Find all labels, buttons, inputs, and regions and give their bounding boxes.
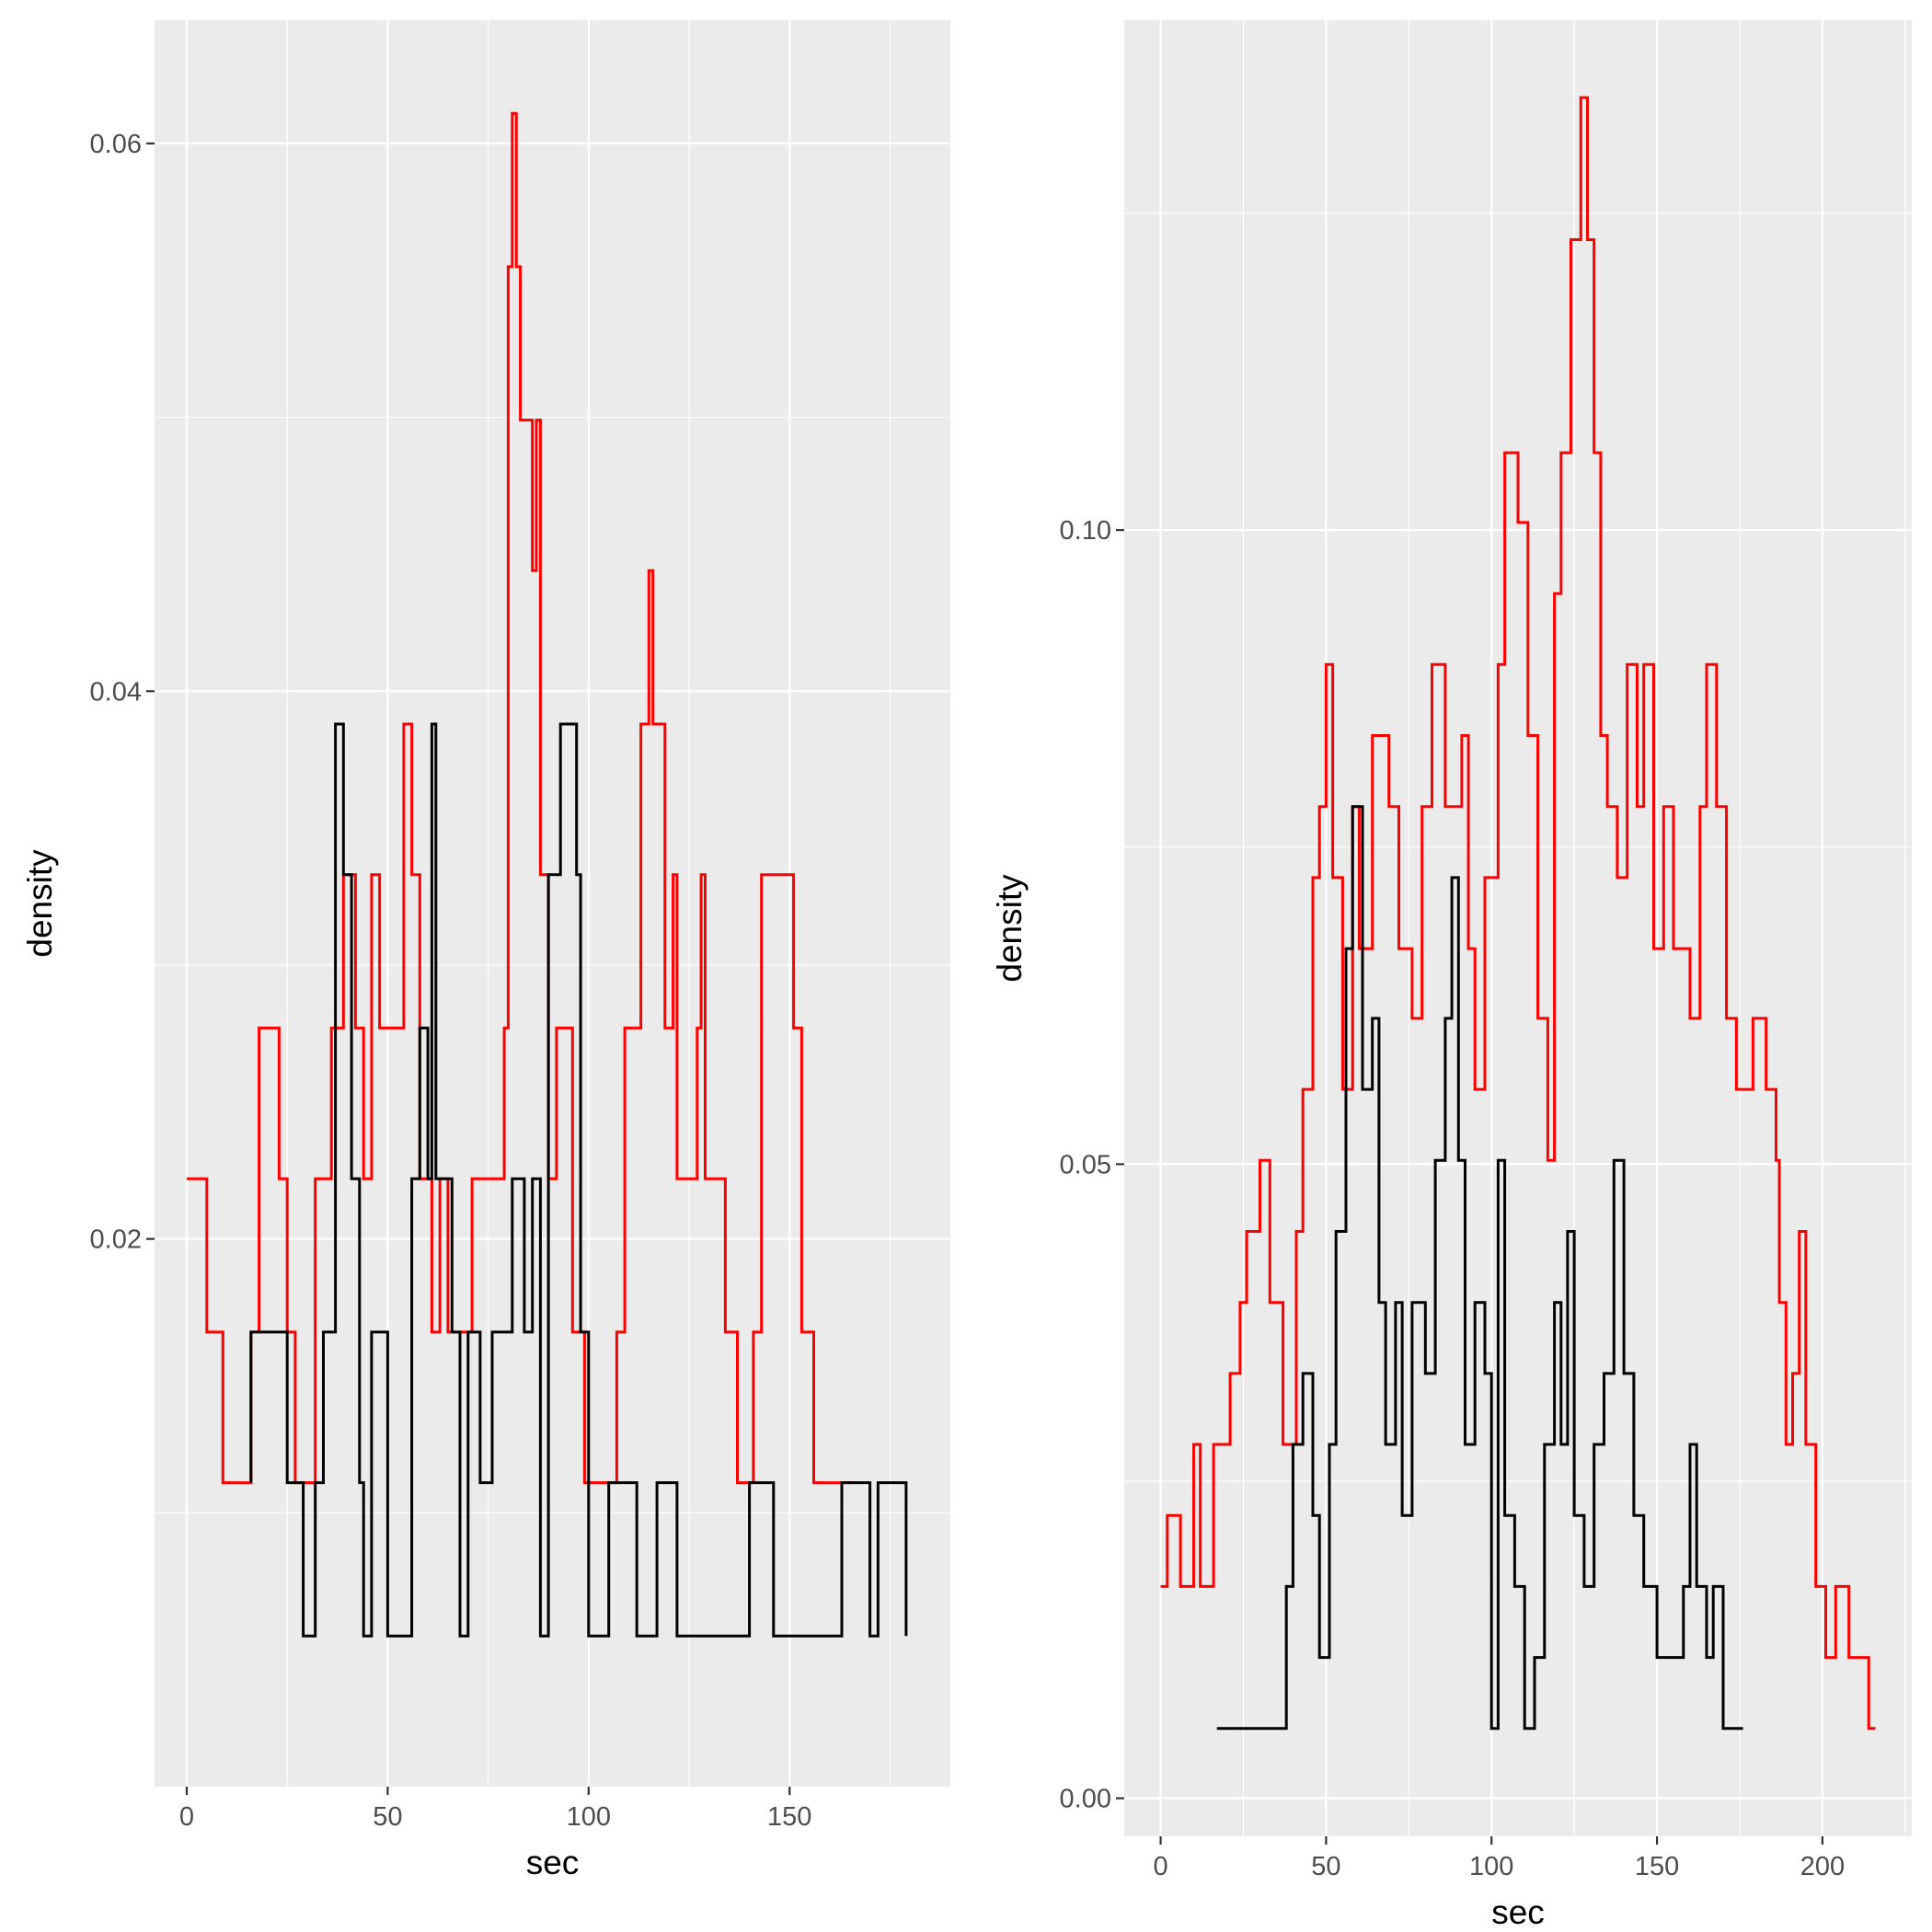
x-tick-label: 0 [179, 1802, 194, 1832]
panel-1: 0 50 100 150 0.02 0.04 0.06 sec density [21, 20, 950, 1881]
y-tick-label: 0.04 [90, 677, 142, 707]
panel-background [155, 20, 950, 1787]
x-tick-label: 100 [1469, 1852, 1513, 1881]
x-tick-label: 50 [373, 1802, 402, 1832]
y-axis-title: density [991, 874, 1029, 983]
y-tick-label: 0.06 [90, 130, 142, 159]
y-tick-label: 0.10 [1060, 516, 1111, 546]
x-tick-label: 200 [1800, 1852, 1845, 1881]
series-line-red [186, 111, 855, 1485]
x-axis-title: sec [1491, 1893, 1545, 1931]
y-tick-label: 0.02 [90, 1225, 142, 1255]
y-tick-label: 0.05 [1060, 1150, 1111, 1179]
y-tick-label: 0.00 [1060, 1785, 1111, 1814]
x-tick-label: 50 [1311, 1852, 1340, 1881]
panel-background [1124, 20, 1912, 1836]
x-tick-label: 0 [1153, 1852, 1167, 1881]
series-line-black [1216, 805, 1743, 1731]
series-line-black [249, 722, 908, 1638]
x-tick-label: 150 [767, 1802, 811, 1832]
series-line-red [1160, 96, 1876, 1731]
y-axis-title: density [21, 849, 59, 958]
x-tick-label: 100 [567, 1802, 611, 1832]
x-axis-title: sec [526, 1844, 580, 1881]
panel-2: 0 50 100 150 200 0.00 0.05 0.10 sec density [991, 20, 1912, 1931]
x-tick-label: 150 [1635, 1852, 1679, 1881]
